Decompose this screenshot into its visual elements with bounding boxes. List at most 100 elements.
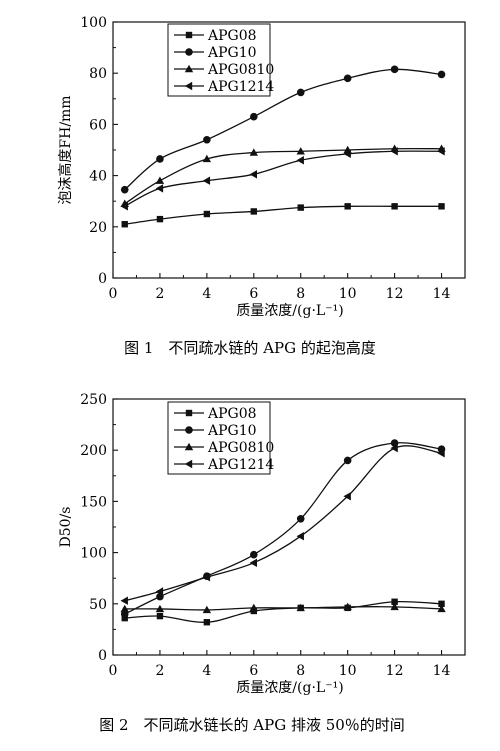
series-line-apg1214 [124, 150, 442, 207]
data-point-apg0810 [249, 603, 258, 612]
x-tick-label: 0 [109, 286, 118, 302]
data-point-apg1214 [120, 596, 128, 605]
data-point-apg1214 [296, 532, 304, 541]
data-point-apg08 [156, 612, 164, 620]
data-point-apg0810 [249, 148, 258, 156]
data-point-apg08 [297, 204, 304, 211]
y-tick-label: 100 [80, 15, 107, 31]
series-line-apg08 [124, 600, 442, 623]
legend-label-apg0810: APG0810 [207, 440, 274, 456]
data-point-apg0810 [437, 604, 446, 613]
data-point-apg08 [250, 208, 257, 215]
legend-label-apg08: APG08 [207, 28, 257, 44]
legend-marker-apg1214 [184, 459, 193, 469]
chart-2-caption: 图 2 不同疏水链长的 APG 排液 50％的时间 [99, 716, 405, 734]
data-point-apg0810 [343, 602, 352, 611]
x-tick-label: 4 [202, 286, 211, 302]
data-point-apg08 [438, 600, 445, 607]
legend-box [167, 23, 271, 97]
x-tick-label: 14 [433, 663, 451, 679]
series-line-apg10 [124, 68, 442, 191]
y-tick-label: 80 [89, 66, 107, 82]
x-tick-label: 12 [386, 663, 404, 679]
data-point-apg1214 [202, 572, 211, 582]
data-point-apg1214 [390, 147, 398, 156]
data-point-apg0810 [155, 176, 165, 184]
data-point-apg1214 [390, 443, 398, 453]
data-point-apg0810 [120, 604, 129, 613]
legend-marker-apg0810 [184, 442, 194, 451]
chart-2-y-axis-label: D50/s [58, 507, 74, 548]
legend-label-apg08: APG08 [207, 406, 257, 422]
series-line-apg08 [124, 205, 442, 225]
data-point-apg08 [391, 598, 398, 605]
x-tick-label: 10 [339, 286, 357, 302]
data-point-apg1214 [343, 149, 351, 159]
legend-label-apg1214: APG1214 [207, 79, 274, 95]
data-point-apg08 [203, 619, 211, 626]
x-tick-label: 6 [249, 286, 258, 302]
legend-label-apg10: APG10 [207, 45, 257, 61]
data-point-apg1214 [343, 492, 351, 501]
x-tick-label: 8 [296, 286, 305, 302]
y-tick-label: 0 [98, 271, 107, 287]
series-line-apg1214 [124, 445, 442, 602]
data-point-apg10 [437, 70, 446, 79]
data-point-apg10 [156, 155, 164, 163]
x-tick-label: 0 [109, 663, 118, 679]
data-point-apg0810 [296, 147, 305, 155]
chart-1-y-axis-label: 泡沫高度FH/mm [57, 95, 74, 204]
data-point-apg10 [343, 456, 352, 465]
data-point-apg1214 [249, 170, 257, 179]
data-point-apg0810 [202, 154, 212, 163]
y-tick-label: 200 [80, 443, 107, 459]
data-point-apg0810 [390, 602, 399, 611]
legend-label-apg10: APG10 [207, 423, 257, 439]
x-tick-label: 12 [386, 286, 404, 302]
data-point-apg10 [250, 550, 258, 559]
data-point-apg1214 [155, 184, 164, 193]
y-tick-label: 20 [89, 220, 107, 236]
legend-label-apg1214: APG1214 [207, 457, 274, 473]
y-tick-label: 250 [80, 392, 107, 408]
chart-1-plot-frame [112, 21, 466, 279]
data-point-apg10 [343, 74, 352, 83]
legend-label-apg0810: APG0810 [207, 62, 274, 78]
x-tick-label: 2 [155, 663, 164, 679]
legend-marker-apg10 [185, 426, 193, 434]
data-point-apg1214 [155, 587, 164, 596]
series-line-apg10 [124, 442, 442, 615]
legend-marker-apg08 [185, 31, 193, 39]
y-tick-label: 150 [80, 494, 107, 510]
y-tick-label: 100 [80, 546, 107, 562]
data-point-apg08 [391, 203, 398, 210]
data-point-apg0810 [202, 605, 212, 614]
data-point-apg10 [296, 515, 305, 523]
data-point-apg10 [390, 65, 399, 74]
data-point-apg10 [203, 135, 211, 144]
data-point-apg08 [203, 210, 211, 218]
x-tick-label: 8 [296, 663, 305, 679]
data-point-apg1214 [120, 202, 128, 211]
data-point-apg10 [296, 88, 305, 97]
series-line-apg0810 [124, 147, 442, 205]
x-tick-label: 2 [155, 286, 164, 302]
data-point-apg08 [121, 614, 128, 622]
legend-marker-apg10 [185, 48, 193, 56]
series-line-apg0810 [124, 606, 442, 611]
data-point-apg08 [121, 221, 128, 228]
data-point-apg1214 [202, 176, 211, 185]
chart-1-foam-height: 0 20 40 60 80 100 0 2 4 6 8 10 12 14 APG08APG10APG08… [57, 15, 466, 357]
chart-1-caption: 图 1 不同疏水链的 APG 的起泡高度 [124, 339, 376, 357]
data-point-apg1214 [437, 147, 445, 156]
data-point-apg10 [250, 112, 258, 121]
data-point-apg1214 [296, 156, 304, 165]
y-tick-label: 0 [98, 648, 107, 664]
legend-marker-apg0810 [184, 64, 194, 73]
x-tick-label: 10 [339, 663, 357, 679]
data-point-apg1214 [249, 558, 257, 568]
y-tick-label: 50 [89, 597, 107, 613]
legend-marker-apg08 [185, 409, 193, 417]
